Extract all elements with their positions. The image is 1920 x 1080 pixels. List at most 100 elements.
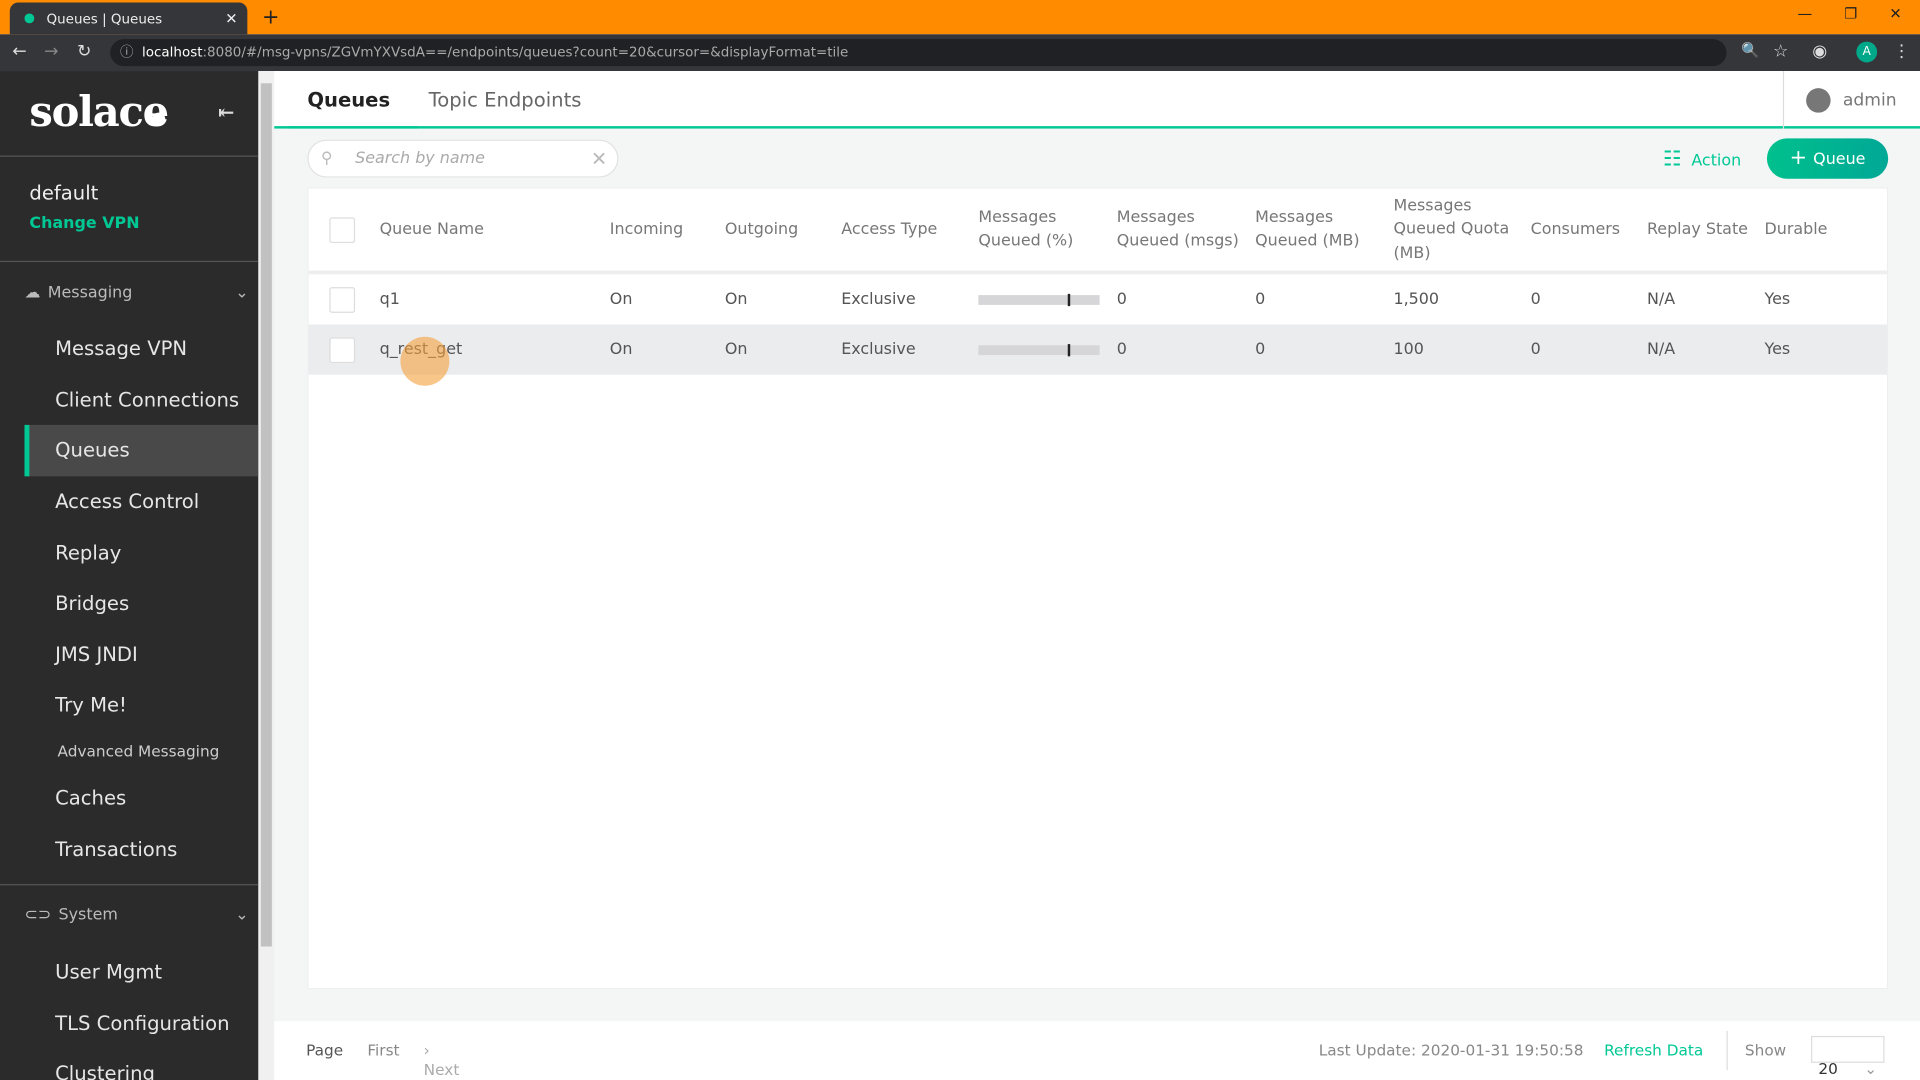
column-header[interactable]: Messages Queued (%) [978, 208, 1074, 251]
vpn-name: default [29, 181, 99, 205]
sidebar-item-replay[interactable]: Replay [55, 540, 122, 565]
forward-icon[interactable]: → [44, 41, 59, 62]
row-checkbox[interactable] [329, 286, 356, 313]
cloud-icon: ☁ [24, 283, 41, 302]
page-label: Page [306, 1040, 344, 1060]
cell-incoming: On [609, 340, 633, 359]
search-icon: ⚲ [320, 149, 333, 168]
user-menu[interactable]: admin [1782, 71, 1920, 129]
reload-icon[interactable]: ↻ [77, 41, 92, 62]
first-page-link[interactable]: First [367, 1040, 400, 1060]
column-header[interactable]: Outgoing [724, 220, 799, 239]
chevron-down-icon: ⌄ [235, 283, 249, 302]
column-header[interactable]: Messages Queued Quota (MB) [1393, 196, 1510, 263]
system-section[interactable]: ⊂⊃ System ⌄ [24, 906, 249, 926]
cell-consumers: 0 [1530, 289, 1541, 309]
system-icon: ⊂⊃ [24, 906, 52, 926]
back-icon[interactable]: ← [12, 41, 27, 62]
browser-tab-bar: Queues | Queues ✕ + — ❐ ✕ [0, 0, 1920, 35]
cell-incoming: On [609, 289, 633, 309]
close-window-icon[interactable]: ✕ [1889, 4, 1902, 23]
sidebar-item-queues[interactable]: Queues [24, 425, 259, 477]
sidebar-item-access-control[interactable]: Access Control [55, 489, 200, 514]
cell-outgoing: On [724, 289, 748, 309]
page-size-select[interactable]: 20 ⌄ [1811, 1035, 1885, 1078]
restore-icon[interactable]: ❐ [1844, 4, 1858, 23]
search-input[interactable]: ⚲ Search by name ✕ [307, 139, 619, 178]
column-header[interactable]: Messages Queued (MB) [1255, 208, 1360, 251]
sidebar-item-try-me[interactable]: Try Me! [55, 693, 127, 717]
main-content: Queues Topic Endpoints admin ⚲ Search by … [274, 71, 1920, 1080]
tab-topic-endpoints[interactable]: Topic Endpoints [428, 88, 582, 112]
queued-percent-bar [978, 343, 1100, 356]
extension-icon[interactable]: ◉ [1812, 41, 1828, 62]
tab-title: Queues | Queues [46, 10, 163, 27]
column-header[interactable]: Queue Name [379, 220, 484, 239]
cell-mb: 0 [1255, 340, 1266, 359]
plus-icon: + [1789, 145, 1808, 171]
cell-quota: 1,500 [1393, 289, 1440, 309]
cell-access: Exclusive [841, 289, 916, 309]
row-checkbox[interactable] [329, 336, 356, 363]
queues-table: Queue Name Incoming Outgoing Access Type Mes… [307, 187, 1889, 990]
sidebar-item-user-mgmt[interactable]: User Mgmt [55, 960, 163, 984]
sidebar-item-caches[interactable]: Caches [55, 786, 127, 810]
change-vpn-link[interactable]: Change VPN [29, 214, 140, 233]
url-input[interactable]: ⓘ localhost:8080/#/msg-vpns/ZGVmYXVsdA==/… [110, 39, 1727, 67]
column-header[interactable]: Access Type [841, 220, 938, 239]
cell-durable: Yes [1764, 289, 1791, 309]
menu-icon[interactable]: ⋮ [1893, 41, 1911, 62]
refresh-data-link[interactable]: Refresh Data [1604, 1040, 1704, 1060]
sidebar: solace ⇤ default Change VPN ☁ Messaging ⌄ Me… [0, 71, 259, 1080]
sidebar-item-advanced-messaging[interactable]: Advanced Messaging [57, 742, 220, 761]
column-header[interactable]: Incoming [609, 220, 684, 239]
add-queue-button[interactable]: + Queue [1766, 138, 1889, 179]
new-tab-icon[interactable]: + [262, 4, 280, 30]
sidebar-item-client-connections[interactable]: Client Connections [55, 388, 240, 412]
column-header[interactable]: Messages Queued (msgs) [1116, 208, 1239, 251]
cell-durable: Yes [1764, 340, 1791, 359]
action-button[interactable]: ☷ Action [1662, 146, 1742, 172]
cell-access: Exclusive [841, 340, 916, 359]
tab-queues[interactable]: Queues [289, 88, 417, 129]
user-avatar-icon [1806, 87, 1831, 113]
bookmark-star-icon[interactable]: ☆ [1773, 41, 1789, 62]
sidebar-item-clustering[interactable]: Clustering [55, 1062, 155, 1080]
cell-replay: N/A [1646, 289, 1676, 309]
profile-avatar[interactable]: A [1856, 41, 1878, 63]
column-header[interactable]: Durable [1764, 220, 1828, 239]
clear-search-icon[interactable]: ✕ [590, 146, 608, 171]
zoom-icon[interactable]: 🔍 [1741, 41, 1760, 59]
address-bar: ← → ↻ ⓘ localhost:8080/#/msg-vpns/ZGVmYXV… [0, 34, 1920, 72]
close-tab-icon[interactable]: ✕ [225, 9, 238, 27]
column-header[interactable]: Replay State [1646, 220, 1748, 239]
cell-outgoing: On [724, 340, 748, 359]
browser-tab[interactable]: Queues | Queues ✕ [9, 2, 248, 35]
sidebar-item-transactions[interactable]: Transactions [55, 837, 178, 861]
table-row[interactable]: q1 On On Exclusive 0 0 1,500 0 N/A Yes [309, 274, 1887, 324]
sidebar-item-message-vpn[interactable]: Message VPN [55, 337, 188, 361]
footer: Page First Next › Last Update: 2020-01-3… [274, 1021, 1920, 1080]
minimize-icon[interactable]: — [1797, 4, 1813, 23]
cell-replay: N/A [1646, 340, 1676, 359]
next-page-link[interactable]: Next › [423, 1040, 460, 1079]
sidebar-scrollbar[interactable] [258, 71, 275, 1080]
cell-consumers: 0 [1530, 340, 1541, 359]
favicon-icon [24, 13, 35, 24]
column-header[interactable]: Consumers [1530, 220, 1621, 239]
last-update: Last Update: 2020-01-31 19:50:58 [1318, 1040, 1584, 1060]
collapse-sidebar-icon[interactable]: ⇤ [217, 100, 234, 124]
info-icon: ⓘ [120, 44, 134, 61]
chevron-down-icon: ⌄ [1864, 1059, 1878, 1078]
cell-quota: 100 [1393, 340, 1424, 359]
select-all-checkbox[interactable] [329, 216, 356, 243]
queue-name-link[interactable]: q1 [379, 289, 400, 309]
cell-mb: 0 [1255, 289, 1266, 309]
queued-percent-bar [978, 293, 1100, 306]
sidebar-item-bridges[interactable]: Bridges [55, 591, 130, 616]
sidebar-item-tls-configuration[interactable]: TLS Configuration [55, 1011, 230, 1035]
cell-msgs: 0 [1116, 340, 1127, 359]
messaging-section[interactable]: ☁ Messaging ⌄ [24, 283, 249, 302]
sidebar-item-jms-jndi[interactable]: JMS JNDI [55, 642, 138, 666]
